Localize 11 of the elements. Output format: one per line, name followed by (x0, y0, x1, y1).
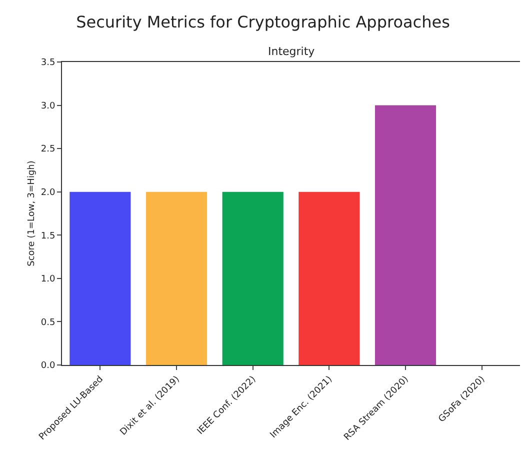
y-tick-label: 0.5 (40, 318, 56, 328)
chart-title: Security Metrics for Cryptographic Approaches (76, 12, 450, 32)
y-tick-label: 2.0 (40, 188, 56, 198)
y-tick-label: 1.5 (40, 231, 56, 242)
y-axis-title: Score (1=Low, 3=High) (27, 160, 37, 266)
y-tick-label: 2.5 (40, 144, 56, 155)
y-tick-label: 1.0 (40, 274, 56, 285)
y-tick-label: 3.0 (40, 101, 56, 112)
chart-subtitle: Integrity (268, 45, 316, 58)
y-tick-label: 0.0 (40, 361, 56, 372)
y-tick-label: 3.5 (40, 58, 56, 68)
